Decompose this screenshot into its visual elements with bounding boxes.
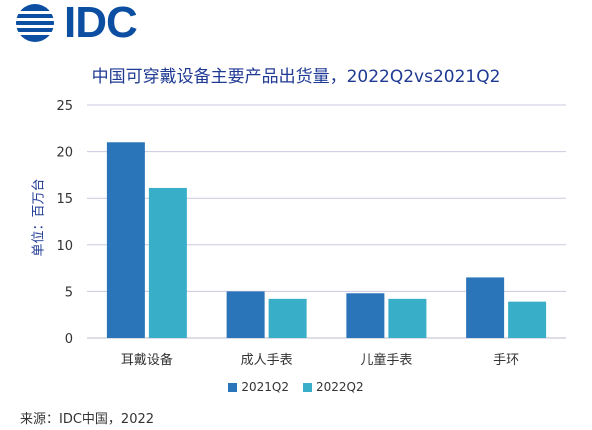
legend-label: 2022Q2 <box>316 380 364 394</box>
legend-item-2021q2: 2021Q2 <box>228 380 289 394</box>
y-tick-label: 5 <box>65 285 73 300</box>
bar-2021q2 <box>226 291 265 338</box>
bar-2022q2 <box>388 298 427 338</box>
bar-2021q2 <box>466 277 505 338</box>
y-tick-label: 20 <box>56 146 73 161</box>
y-tick-label: 25 <box>56 99 73 114</box>
x-tick-label: 成人手表 <box>241 353 293 368</box>
x-tick-label: 耳戴设备 <box>121 352 173 368</box>
bar-2021q2 <box>346 293 385 338</box>
x-tick-label: 儿童手表 <box>360 352 412 368</box>
y-tick-label: 15 <box>56 192 73 207</box>
source-note: 来源：IDC中国，2022 <box>20 412 155 427</box>
y-tick-label: 0 <box>65 332 73 347</box>
bar-2022q2 <box>508 301 547 338</box>
idc-logo: IDC <box>14 0 138 47</box>
legend: 2021Q2 2022Q2 <box>0 380 592 394</box>
legend-swatch-2022q2 <box>303 382 312 392</box>
x-tick-label: 手环 <box>493 353 519 368</box>
bar-2022q2 <box>268 298 307 338</box>
globe-icon <box>16 4 54 42</box>
legend-label: 2021Q2 <box>241 380 289 394</box>
legend-item-2022q2: 2022Q2 <box>303 380 364 394</box>
logo-text: IDC <box>64 0 138 47</box>
y-tick-label: 10 <box>56 239 73 254</box>
bar-chart: 0 5 10 15 20 25 耳戴设备 成人手表 儿童手表 手环 <box>56 99 566 368</box>
bar-2021q2 <box>106 142 145 338</box>
legend-swatch-2021q2 <box>228 382 238 392</box>
bar-2022q2 <box>148 187 187 338</box>
chart-title: 中国可穿戴设备主要产品出货量，2022Q2vs2021Q2 <box>91 67 501 87</box>
